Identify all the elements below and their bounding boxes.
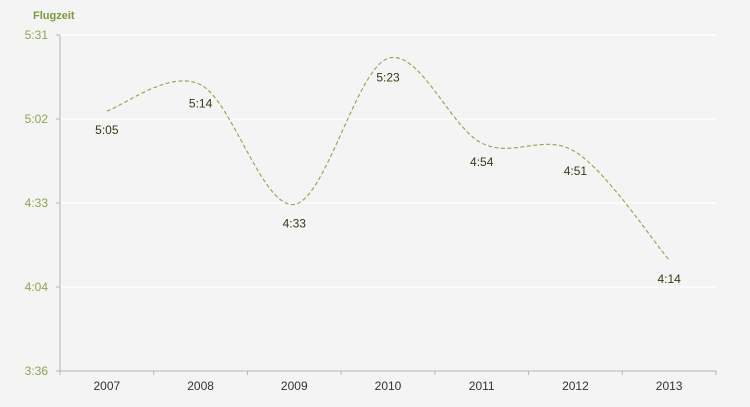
y-tick-labels: 3:36 4:04 4:33 5:02 5:31 (25, 28, 49, 378)
data-label: 5:05 (95, 123, 119, 137)
x-tick-label: 2007 (94, 379, 121, 393)
x-tick-label: 2008 (187, 379, 214, 393)
data-label: 5:23 (376, 70, 400, 84)
data-label: 4:54 (470, 155, 494, 169)
axes (56, 34, 717, 375)
x-tick-label: 2009 (281, 379, 308, 393)
y-tick-label: 3:36 (25, 364, 49, 378)
gridlines (60, 34, 716, 288)
data-label: 5:14 (189, 97, 213, 111)
y-tick-label: 4:33 (25, 196, 49, 210)
x-tick-label: 2013 (656, 379, 683, 393)
data-label: 4:51 (564, 164, 588, 178)
x-tick-label: 2010 (375, 379, 402, 393)
series-line-layer (106, 56, 670, 261)
x-tick-label: 2012 (562, 379, 589, 393)
series-line (106, 56, 670, 261)
y-axis-title: Flugzeit (33, 10, 75, 22)
y-tick-label: 4:04 (25, 280, 49, 294)
data-label: 4:14 (657, 272, 681, 286)
data-labels: 5:05 5:14 4:33 5:23 4:54 4:51 4:14 (95, 70, 681, 286)
y-tick-label: 5:31 (25, 28, 49, 42)
data-label: 4:33 (283, 216, 307, 230)
x-tick-label: 2011 (469, 379, 495, 393)
x-tick-labels: 2007 2008 2009 2010 2011 2012 2013 (94, 379, 683, 393)
y-tick-label: 5:02 (25, 112, 49, 126)
